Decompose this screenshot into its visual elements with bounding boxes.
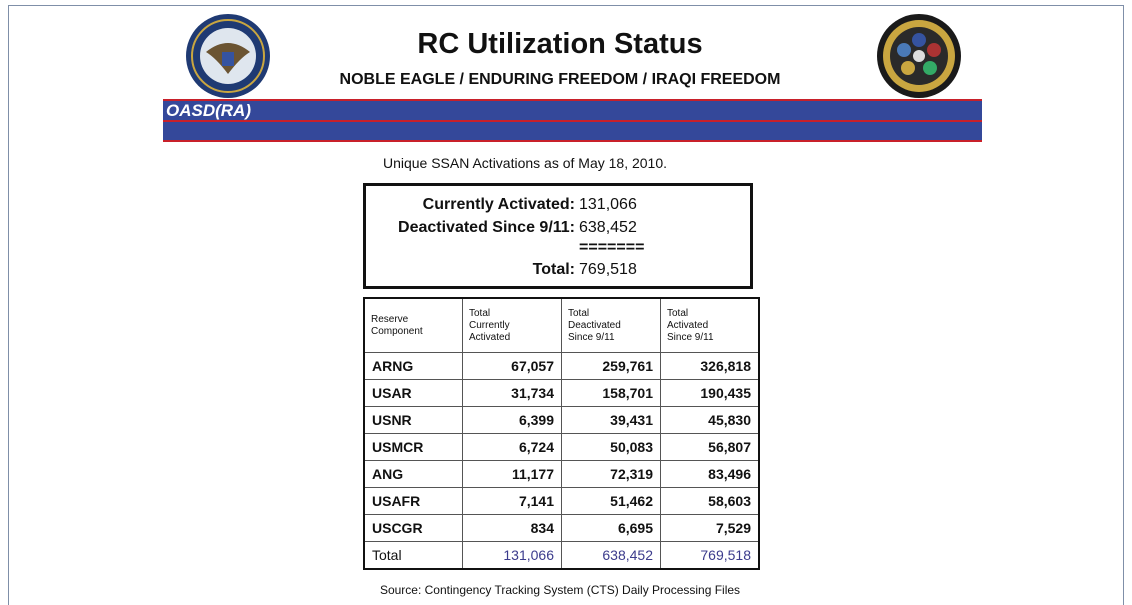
table-cell: USAFR	[363, 487, 463, 515]
table-cell: 6,695	[561, 514, 661, 542]
table-cell: 259,761	[561, 352, 661, 380]
table-cell: 45,830	[660, 406, 760, 434]
column-header: Reserve Component	[363, 297, 463, 353]
column-header-text: Reserve Component	[371, 313, 423, 337]
table-cell: Total	[363, 541, 463, 570]
rule	[163, 140, 982, 142]
table-cell: 39,431	[561, 406, 661, 434]
banner	[163, 122, 982, 140]
table-cell: 7,141	[462, 487, 562, 515]
table-row: USCGR 834 6,695 7,529	[363, 514, 760, 542]
table-cell: 190,435	[660, 379, 760, 407]
summary-label: Total:	[532, 261, 575, 278]
source: Source: Contingency Tracking System (CTS…	[379, 583, 741, 597]
banner	[163, 101, 982, 120]
summary-box: Currently Activated: 131,066 Deactivated …	[363, 183, 753, 289]
rule	[163, 120, 982, 122]
summary-label: Deactivated Since 9/11:	[398, 219, 575, 236]
table-cell: USAR	[363, 379, 463, 407]
table-cell: 834	[462, 514, 562, 542]
table-cell: USNR	[363, 406, 463, 434]
table-cell: 7,529	[660, 514, 760, 542]
intro: Unique SSAN Activations as of May 18, 20…	[382, 155, 668, 171]
seal-right	[877, 14, 961, 98]
summary-label: Currently Activated:	[422, 196, 575, 213]
table-cell: 638,452	[561, 541, 661, 570]
table-cell: 6,724	[462, 433, 562, 461]
frame	[8, 5, 1124, 605]
column-header-text: Total Activated Since 9/11	[667, 307, 714, 343]
table-row: Total 131,066 638,452 769,518	[363, 541, 760, 570]
separator: =======	[579, 239, 645, 256]
table-cell: 58,603	[660, 487, 760, 515]
column-header: Total Currently Activated	[462, 297, 562, 353]
table-cell: 50,083	[561, 433, 661, 461]
org-label: OASD(RA)	[166, 101, 251, 120]
table-row: ANG 11,177 72,319 83,496	[363, 460, 760, 488]
table-cell: 51,462	[561, 487, 661, 515]
column-header-text: Total Currently Activated	[469, 307, 511, 343]
table-cell: 131,066	[462, 541, 562, 570]
title: RC Utilization Status	[417, 28, 703, 60]
table-cell: 11,177	[462, 460, 562, 488]
table-cell: 72,319	[561, 460, 661, 488]
table-cell: 158,701	[561, 379, 661, 407]
summary-value: 131,066	[579, 196, 637, 213]
subtitle: NOBLE EAGLE / ENDURING FREEDOM / IRAQI F…	[339, 71, 781, 88]
table-cell: 56,807	[660, 433, 760, 461]
table-row: USAR 31,734 158,701 190,435	[363, 379, 760, 407]
summary-value: 769,518	[579, 261, 637, 278]
table-cell: 83,496	[660, 460, 760, 488]
table-row: USMCR 6,724 50,083 56,807	[363, 433, 760, 461]
table-cell: 67,057	[462, 352, 562, 380]
table-cell: USMCR	[363, 433, 463, 461]
column-header: Total Activated Since 9/11	[660, 297, 760, 353]
table-cell: USCGR	[363, 514, 463, 542]
seal-left	[186, 14, 270, 98]
table-cell: 6,399	[462, 406, 562, 434]
table-row: ARNG 67,057 259,761 326,818	[363, 352, 760, 380]
table-cell: 326,818	[660, 352, 760, 380]
table-cell: ARNG	[363, 352, 463, 380]
table-row: USNR 6,399 39,431 45,830	[363, 406, 760, 434]
column-header: Total Deactivated Since 9/11	[561, 297, 661, 353]
table-cell: 31,734	[462, 379, 562, 407]
table-cell: ANG	[363, 460, 463, 488]
rule	[163, 99, 982, 101]
data-table: Reserve Component Total Currently Activat…	[363, 297, 760, 570]
table-cell: 769,518	[660, 541, 760, 570]
column-header-text: Total Deactivated Since 9/11	[568, 307, 621, 343]
header-row: Reserve Component Total Currently Activat…	[363, 297, 760, 353]
summary-value: 638,452	[579, 219, 637, 236]
table-row: USAFR 7,141 51,462 58,603	[363, 487, 760, 515]
